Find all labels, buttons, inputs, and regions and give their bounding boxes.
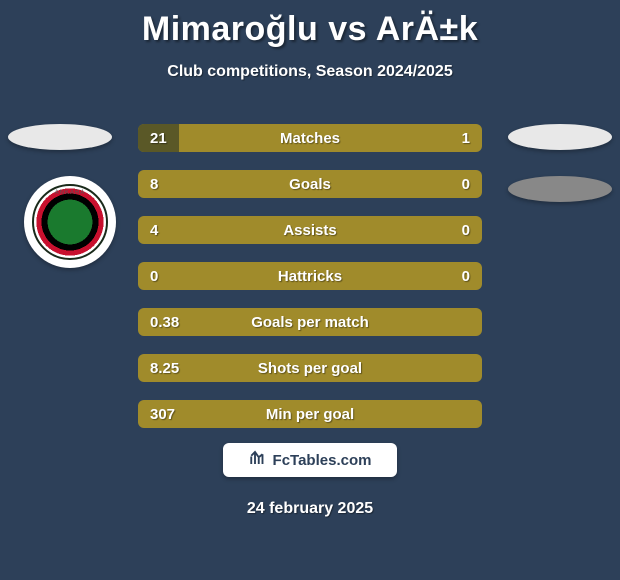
stat-value-right: 0 bbox=[462, 176, 470, 193]
stat-value-left: 8.25 bbox=[150, 360, 179, 377]
stat-label: Goals bbox=[289, 176, 331, 193]
stat-value-left: 307 bbox=[150, 406, 175, 423]
stat-row: 8.25 Shots per goal bbox=[138, 354, 482, 382]
stat-row: 0 Hattricks 0 bbox=[138, 262, 482, 290]
snapshot-date: 24 february 2025 bbox=[0, 500, 620, 518]
stat-value-right: 0 bbox=[462, 268, 470, 285]
fctables-label: FcTables.com bbox=[273, 452, 372, 469]
stat-row: 4 Assists 0 bbox=[138, 216, 482, 244]
player-photo-placeholder-top-right bbox=[508, 124, 612, 150]
stat-row: 0.38 Goals per match bbox=[138, 308, 482, 336]
stat-label: Goals per match bbox=[251, 314, 369, 331]
stat-label: Shots per goal bbox=[258, 360, 362, 377]
stats-container: 21 Matches 1 8 Goals 0 4 Assists 0 0 Hattricks 0 0.3… bbox=[138, 124, 482, 446]
stat-label: Min per goal bbox=[266, 406, 354, 423]
stat-label: Hattricks bbox=[278, 268, 342, 285]
club-badge-text: ANKARA bbox=[55, 190, 86, 196]
stat-row: 307 Min per goal bbox=[138, 400, 482, 428]
page-subtitle: Club competitions, Season 2024/2025 bbox=[0, 63, 620, 81]
player-photo-placeholder-bottom-right bbox=[508, 176, 612, 202]
stat-label: Assists bbox=[283, 222, 336, 239]
stat-value-right: 0 bbox=[462, 222, 470, 239]
stat-value-left: 8 bbox=[150, 176, 158, 193]
stat-value-left: 4 bbox=[150, 222, 158, 239]
stat-row: 8 Goals 0 bbox=[138, 170, 482, 198]
fctables-badge: FcTables.com bbox=[223, 443, 397, 477]
stat-value-left: 0 bbox=[150, 268, 158, 285]
stat-value-right: 1 bbox=[462, 130, 470, 147]
stat-value-left: 0.38 bbox=[150, 314, 179, 331]
page-title: Mimaroğlu vs ArÄ±k bbox=[0, 0, 620, 49]
player-photo-placeholder-top-left bbox=[8, 124, 112, 150]
club-badge-left: ANKARA bbox=[24, 176, 116, 268]
stat-label: Matches bbox=[280, 130, 340, 147]
stat-value-left: 21 bbox=[150, 130, 167, 147]
chart-growth-icon bbox=[249, 449, 267, 471]
stat-row: 21 Matches 1 bbox=[138, 124, 482, 152]
